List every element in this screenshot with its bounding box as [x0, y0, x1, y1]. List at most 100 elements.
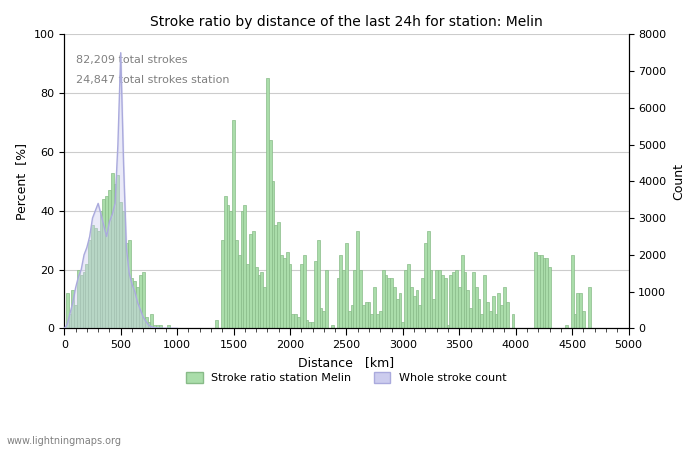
Bar — [258, 275, 260, 328]
Bar — [384, 275, 387, 328]
Bar — [230, 211, 232, 328]
Bar — [348, 310, 351, 328]
Bar — [362, 305, 365, 328]
Bar — [452, 272, 455, 328]
Bar — [71, 290, 74, 328]
Bar — [472, 272, 475, 328]
Bar — [540, 255, 542, 328]
Bar — [241, 211, 244, 328]
Bar — [548, 266, 551, 328]
X-axis label: Distance   [km]: Distance [km] — [298, 356, 395, 369]
Bar — [359, 270, 362, 328]
Bar — [351, 305, 354, 328]
Bar — [69, 314, 71, 328]
Bar — [274, 225, 277, 328]
Bar — [370, 314, 373, 328]
Bar — [588, 287, 591, 328]
Bar — [227, 205, 230, 328]
Bar — [263, 287, 266, 328]
Bar — [393, 287, 395, 328]
Bar — [80, 275, 83, 328]
Bar — [302, 255, 305, 328]
Bar — [458, 287, 461, 328]
Bar — [413, 296, 416, 328]
Bar — [320, 308, 323, 328]
Bar — [534, 252, 537, 328]
Bar — [224, 196, 227, 328]
Bar — [246, 264, 249, 328]
Bar — [260, 272, 263, 328]
Bar — [354, 270, 356, 328]
Bar — [570, 255, 573, 328]
Bar — [66, 293, 69, 328]
Bar — [480, 314, 483, 328]
Bar — [455, 270, 458, 328]
Text: 82,209 total strokes: 82,209 total strokes — [76, 55, 187, 65]
Bar — [297, 316, 300, 328]
Bar — [407, 264, 410, 328]
Bar — [145, 316, 148, 328]
Bar — [387, 279, 390, 328]
Bar — [416, 290, 419, 328]
Bar — [232, 120, 235, 328]
Bar — [576, 293, 579, 328]
Bar — [444, 279, 447, 328]
Bar — [323, 310, 326, 328]
Bar — [345, 243, 348, 328]
Bar — [331, 325, 334, 328]
Bar — [447, 325, 449, 328]
Bar — [410, 287, 413, 328]
Text: 24,847 total strokes station: 24,847 total strokes station — [76, 76, 229, 86]
Bar — [122, 211, 125, 328]
Bar — [113, 184, 116, 328]
Bar — [395, 299, 398, 328]
Bar — [537, 255, 540, 328]
Bar — [300, 264, 302, 328]
Bar — [74, 305, 77, 328]
Bar — [102, 199, 105, 328]
Text: www.lightningmaps.org: www.lightningmaps.org — [7, 436, 122, 446]
Legend: Stroke ratio station Melin, Whole stroke count: Stroke ratio station Melin, Whole stroke… — [181, 367, 512, 387]
Bar — [85, 264, 88, 328]
Bar — [244, 205, 246, 328]
Bar — [156, 325, 159, 328]
Bar — [215, 320, 218, 328]
Bar — [136, 287, 139, 328]
Bar — [463, 272, 466, 328]
Bar — [376, 314, 379, 328]
Bar — [489, 310, 491, 328]
Bar — [305, 320, 308, 328]
Bar — [469, 308, 472, 328]
Bar — [77, 270, 80, 328]
Bar — [506, 302, 509, 328]
Bar — [542, 258, 545, 328]
Bar — [405, 270, 407, 328]
Bar — [477, 299, 480, 328]
Bar — [317, 240, 320, 328]
Bar — [340, 255, 342, 328]
Bar — [280, 255, 283, 328]
Bar — [131, 279, 134, 328]
Bar — [582, 310, 585, 328]
Bar — [91, 225, 94, 328]
Bar — [435, 270, 438, 328]
Bar — [97, 231, 99, 328]
Bar — [88, 240, 91, 328]
Bar — [433, 299, 435, 328]
Bar — [249, 234, 252, 328]
Bar — [272, 181, 274, 328]
Bar — [235, 240, 238, 328]
Bar — [142, 272, 145, 328]
Bar — [365, 302, 368, 328]
Bar — [94, 228, 97, 328]
Bar — [438, 270, 441, 328]
Bar — [326, 270, 328, 328]
Bar — [139, 275, 142, 328]
Bar — [252, 231, 255, 328]
Bar — [486, 302, 489, 328]
Bar — [128, 240, 131, 328]
Bar — [308, 323, 312, 328]
Bar — [294, 314, 297, 328]
Bar — [573, 314, 576, 328]
Bar — [150, 314, 153, 328]
